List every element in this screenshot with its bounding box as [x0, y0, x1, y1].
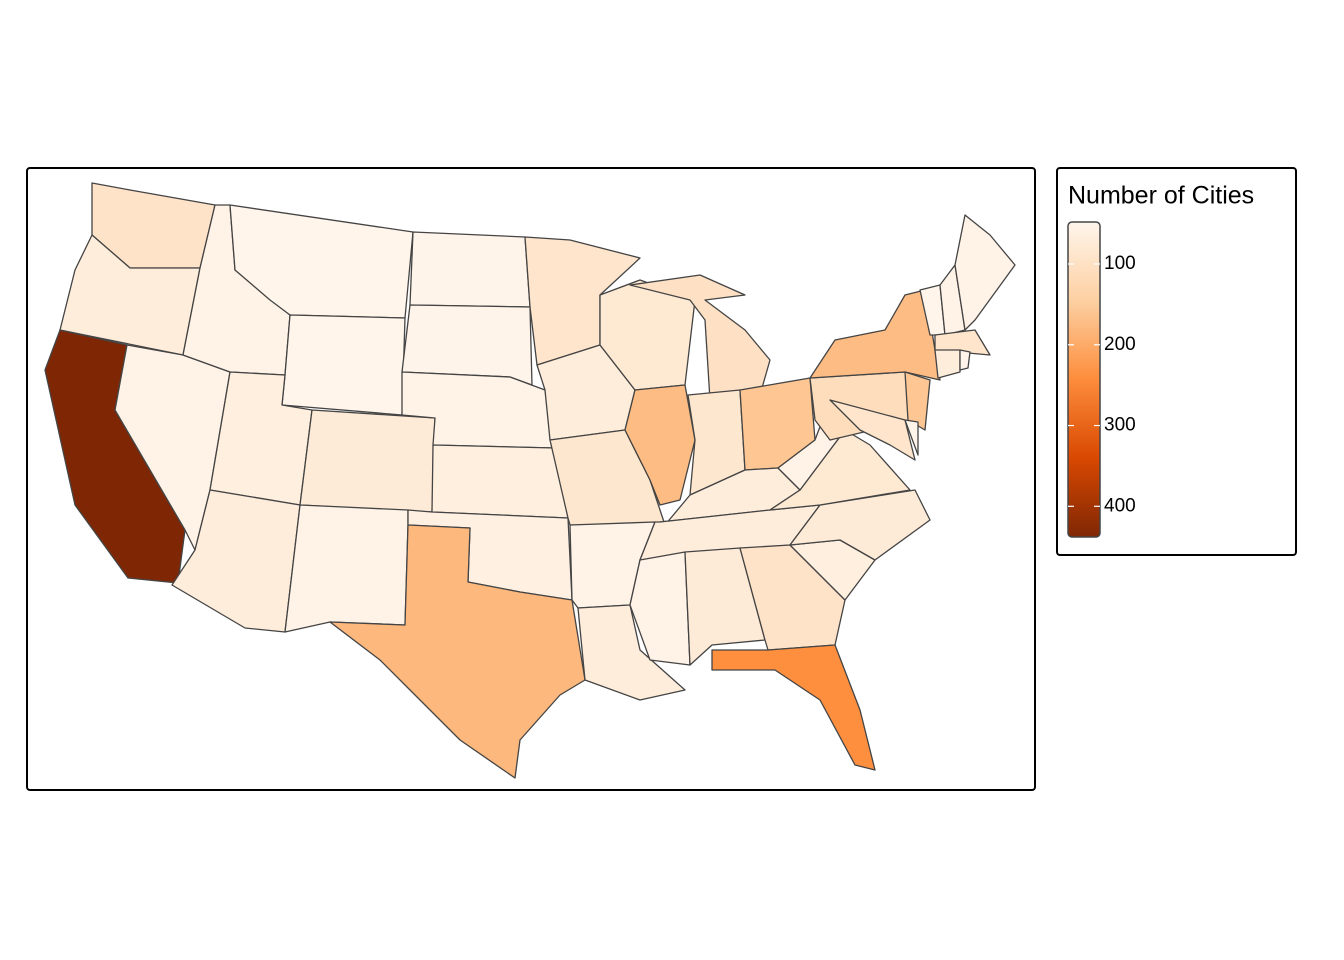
state [934, 329, 991, 356]
state [284, 504, 409, 633]
state [904, 371, 931, 431]
state [629, 274, 771, 401]
state [629, 551, 691, 666]
legend-tick-label: 200 [1104, 334, 1136, 355]
state [409, 231, 531, 308]
color-bar [1067, 221, 1101, 538]
state [904, 419, 919, 456]
states [44, 182, 1016, 779]
state [711, 644, 876, 771]
legend-tick-label: 300 [1104, 415, 1136, 436]
legend-tick-label: 400 [1104, 495, 1136, 516]
legend-ticks: 100 200 300 400 [1068, 253, 1136, 516]
state [281, 314, 406, 416]
state [829, 399, 916, 461]
state [299, 409, 436, 513]
legend-title: Number of Cities [1068, 182, 1254, 210]
state [684, 547, 766, 666]
state [934, 349, 961, 379]
legend-frame [1056, 167, 1297, 556]
state [959, 349, 971, 371]
state [329, 524, 586, 779]
state [431, 444, 569, 519]
legend-tick-label: 100 [1104, 253, 1136, 274]
state [954, 214, 1016, 331]
state [624, 384, 696, 506]
